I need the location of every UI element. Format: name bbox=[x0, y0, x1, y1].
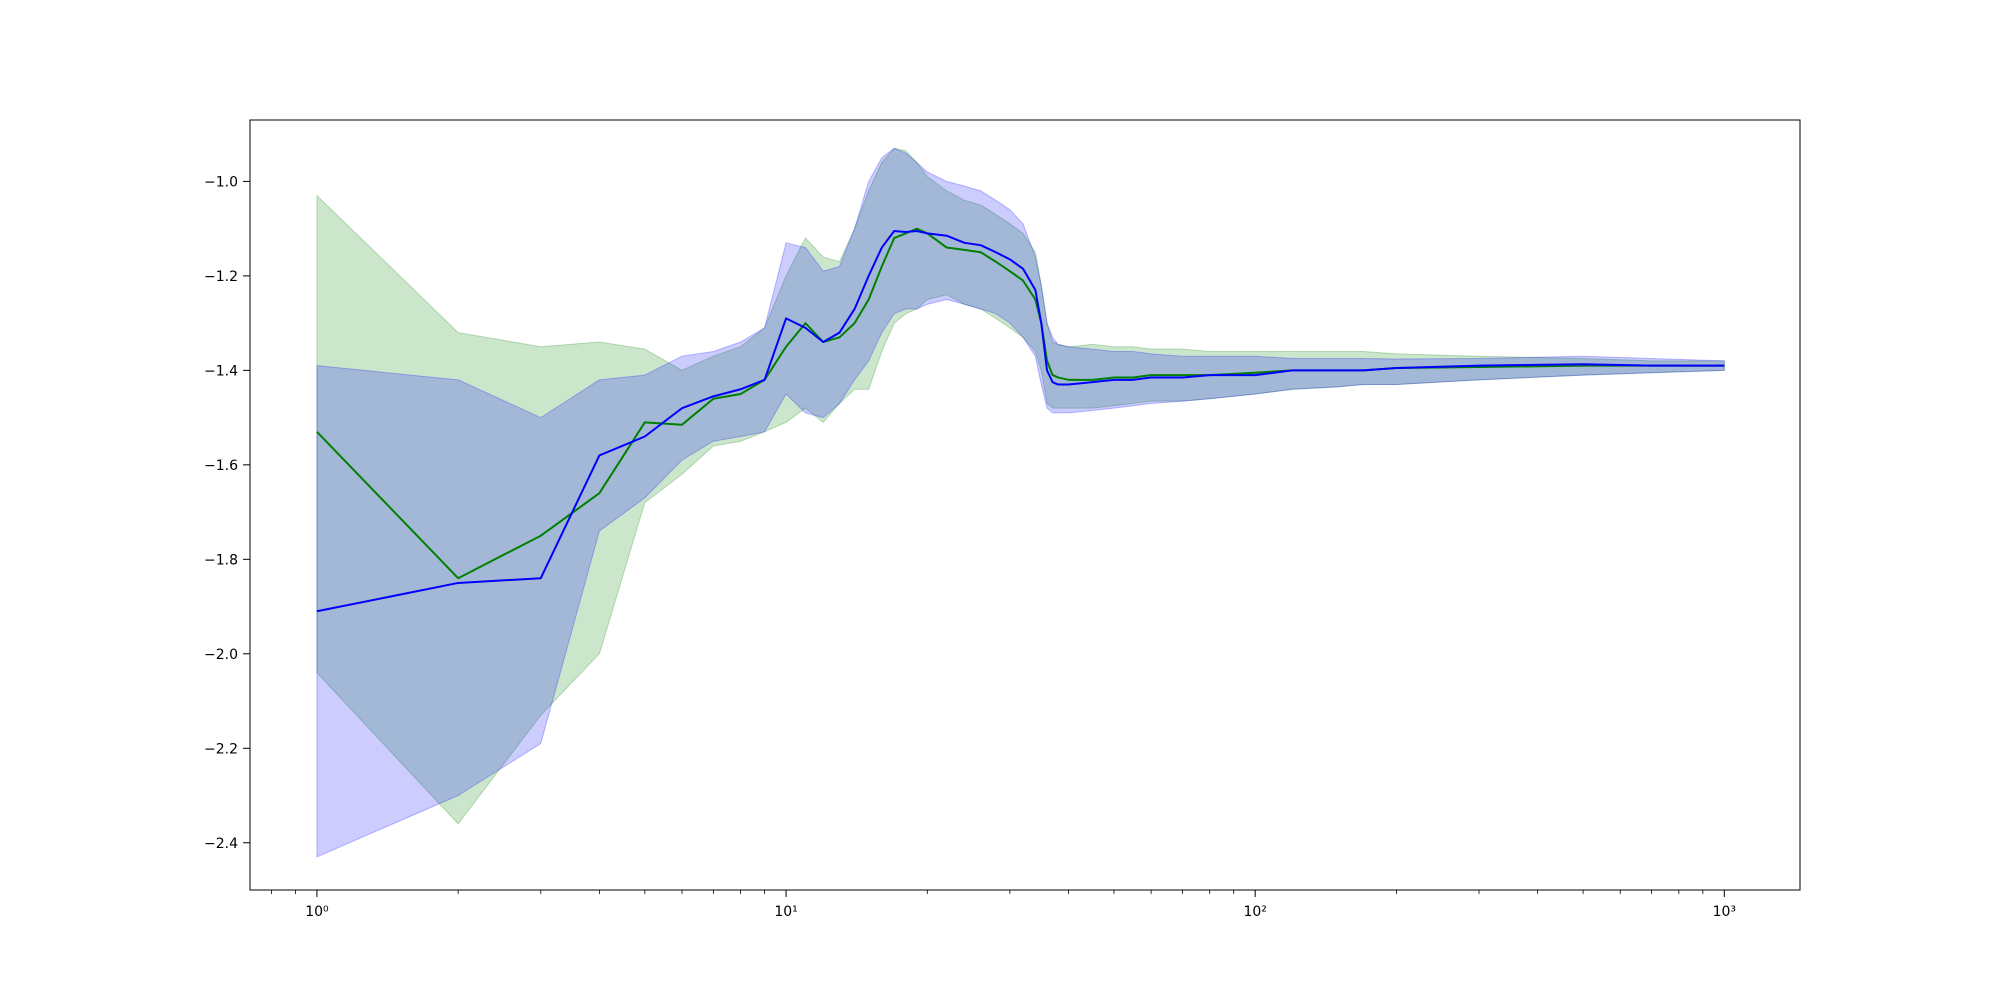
y-tick-label: −2.2 bbox=[204, 741, 238, 757]
series-1-line bbox=[316, 227, 1725, 580]
plot-frame bbox=[249, 119, 1801, 891]
y-tick-label: −1.8 bbox=[204, 552, 238, 568]
series-lines bbox=[316, 227, 1725, 613]
y-tick-label: −1.4 bbox=[204, 363, 238, 379]
x-tick-label: 10¹ bbox=[774, 904, 797, 920]
y-tick-label: −1.6 bbox=[204, 458, 238, 474]
x-tick-label: 10³ bbox=[1713, 904, 1736, 920]
y-tick-label: −2.0 bbox=[204, 647, 238, 663]
series-1-band bbox=[316, 147, 1725, 825]
y-tick-label: −1.0 bbox=[204, 174, 238, 190]
y-axis: −1.0 −1.2 −1.4 −1.6 −1.8 −2.0 −2.2 −2.4 bbox=[204, 174, 250, 852]
x-tick-label: 10² bbox=[1243, 904, 1266, 920]
x-tick-label: 10⁰ bbox=[305, 904, 329, 920]
series-2-band bbox=[316, 147, 1725, 858]
x-axis: 10⁰ 10¹ 10² 10³ bbox=[271, 890, 1736, 920]
y-tick-label: −1.2 bbox=[204, 269, 238, 285]
y-tick-label: −2.4 bbox=[204, 836, 238, 852]
series-2-line bbox=[316, 230, 1725, 613]
confidence-bands bbox=[316, 147, 1725, 858]
